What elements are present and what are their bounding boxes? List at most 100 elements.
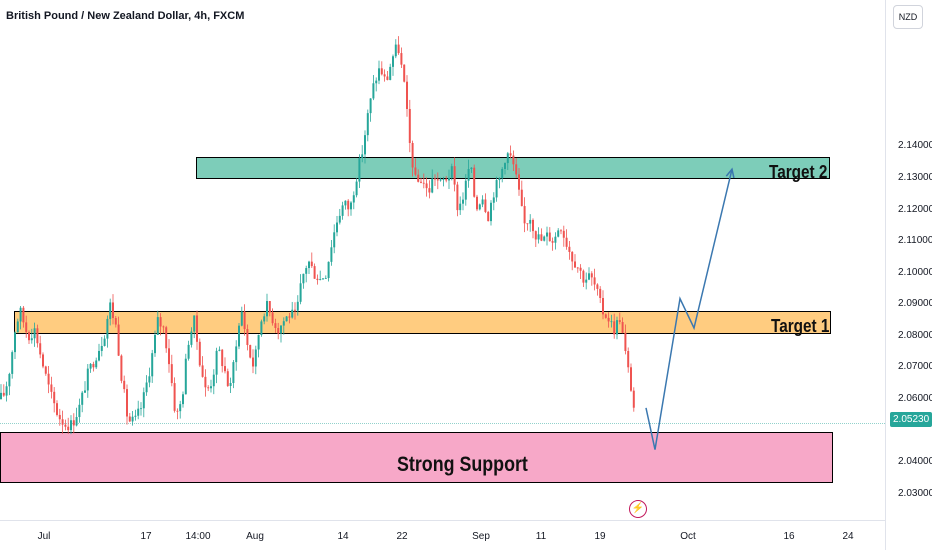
projection-path — [645, 168, 733, 450]
candle-body — [142, 392, 145, 409]
candle-body — [341, 205, 344, 216]
price-tick-label: 2.07000 — [898, 361, 932, 373]
candle-body — [487, 211, 490, 222]
candle-body — [369, 98, 372, 114]
candle-body — [229, 383, 232, 386]
candle-body — [179, 404, 182, 412]
candle-body — [347, 200, 350, 210]
candle-body — [484, 199, 487, 212]
candle-body — [165, 327, 168, 349]
projection-arrowhead — [725, 167, 735, 179]
candle-body — [266, 301, 268, 317]
candle-body — [126, 389, 128, 417]
candle-body — [616, 320, 618, 335]
candle-body — [534, 231, 537, 240]
candle-body — [159, 317, 162, 327]
candle-body — [490, 202, 492, 222]
candle-body — [526, 223, 529, 225]
candle-body — [112, 302, 114, 319]
candle-body — [548, 232, 551, 242]
candle-body — [72, 420, 75, 426]
candle-body — [596, 284, 599, 289]
candle-body — [89, 363, 92, 369]
candle-body — [495, 180, 498, 198]
candle-body — [58, 414, 61, 420]
candle-body — [400, 53, 403, 65]
candle-body — [182, 394, 184, 405]
candle-body — [350, 202, 352, 210]
currency-button[interactable]: NZD — [893, 5, 923, 29]
candle-body — [310, 261, 313, 267]
candle-body — [151, 353, 154, 377]
strong-support-zone: Strong Support — [0, 432, 833, 483]
candle-body — [67, 426, 70, 431]
candle-body — [632, 390, 635, 408]
candle-body — [117, 324, 120, 356]
candle-body — [305, 268, 308, 274]
candle-body — [501, 168, 504, 179]
candle-body — [148, 376, 151, 383]
candle-body — [16, 321, 19, 333]
candle-body — [75, 417, 78, 426]
candle-body — [156, 317, 159, 335]
candle-body — [540, 234, 543, 241]
candle-body — [442, 179, 445, 180]
candle-body — [554, 236, 557, 243]
candle-body — [19, 307, 22, 322]
candle-body — [322, 278, 324, 280]
candle-body — [190, 331, 193, 345]
candle-body — [240, 311, 243, 326]
candle-body — [170, 364, 173, 384]
candle-body — [196, 315, 198, 342]
price-tick-label: 2.08000 — [898, 329, 932, 341]
candle-body — [397, 44, 400, 54]
candle-body — [98, 350, 100, 361]
price-tick-label: 2.03000 — [898, 487, 932, 499]
candle-body — [226, 371, 229, 386]
candle-body — [84, 390, 86, 393]
candle-body — [607, 317, 610, 322]
candle-body — [302, 273, 305, 284]
candle-body — [238, 325, 240, 347]
time-axis[interactable]: Jul 17 14:00 Aug 14 22 Sep 11 19 Oct 16 24 — [0, 520, 885, 551]
candle-body — [215, 350, 218, 375]
candle-body — [268, 301, 271, 313]
candle-body — [8, 373, 11, 387]
candle-body — [260, 321, 263, 335]
candle-body — [518, 174, 520, 190]
candle-body — [274, 323, 277, 328]
candle-body — [44, 366, 47, 374]
candle-body — [434, 178, 436, 180]
candle-body — [42, 354, 44, 367]
candle-body — [378, 68, 380, 81]
candle-body — [532, 219, 534, 232]
price-tick-label: 2.09000 — [898, 298, 932, 310]
candle-body — [204, 376, 207, 388]
candle-body — [422, 182, 425, 184]
candle-body — [364, 135, 366, 155]
candle-body — [280, 325, 282, 334]
plot-area[interactable]: Target 2 Target 1 Strong Support — [0, 0, 885, 520]
candle-body — [123, 380, 126, 390]
alert-icon[interactable]: ⚡ — [629, 500, 647, 518]
candle-body — [509, 153, 512, 156]
candle-body — [506, 153, 509, 164]
candle-body — [33, 328, 36, 339]
candle-body — [358, 157, 361, 182]
candle-body — [30, 338, 33, 341]
candle-body — [520, 189, 523, 207]
candle-body — [593, 277, 596, 285]
candle-body — [529, 219, 532, 224]
candle-body — [453, 166, 456, 185]
price-tick-label: 2.06000 — [898, 393, 932, 405]
candle-body — [232, 362, 235, 384]
candle-body — [0, 392, 2, 400]
time-tick-label: 22 — [396, 531, 408, 542]
candle-body — [551, 241, 554, 243]
candle-body — [257, 334, 260, 350]
strong-support-label: Strong Support — [397, 453, 528, 477]
candle-body — [308, 261, 310, 269]
price-axis[interactable]: 2.14000 2.13000 2.12000 2.11000 2.10000 2.090… — [885, 0, 932, 550]
candle-body — [380, 68, 383, 75]
candle-body — [56, 403, 58, 415]
